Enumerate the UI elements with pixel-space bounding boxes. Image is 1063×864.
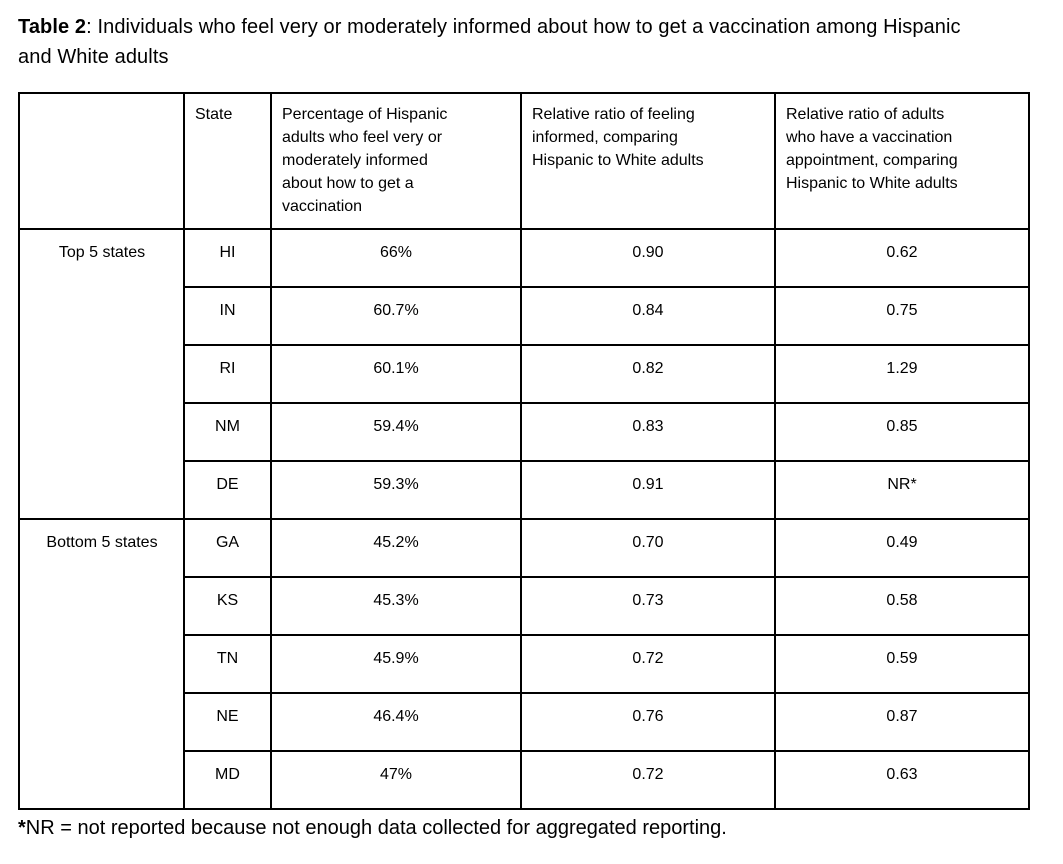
pct-cell: 46.4% — [270, 692, 522, 752]
ratio-appointment-cell: 0.49 — [774, 518, 1030, 578]
state-cell: GA — [183, 518, 272, 578]
footnote: *NR = not reported because not enough da… — [18, 815, 1046, 841]
page: Table 2: Individuals who feel very or mo… — [18, 12, 1046, 841]
ratio-informed-cell: 0.73 — [520, 576, 776, 636]
table-row: KS 45.3% 0.73 0.58 — [19, 576, 1030, 636]
ratio-informed-cell: 0.70 — [520, 518, 776, 578]
pct-cell: 45.3% — [270, 576, 522, 636]
page-title: Table 2: Individuals who feel very or mo… — [18, 12, 983, 72]
pct-cell: 59.4% — [270, 402, 522, 462]
ratio-informed-cell: 0.83 — [520, 402, 776, 462]
ratio-informed-cell: 0.82 — [520, 344, 776, 404]
state-cell: DE — [183, 460, 272, 520]
group-label-bottom-5-states: Bottom 5 states — [18, 518, 185, 810]
header-percentage-informed-label: Percentage of Hispanic adults who feel v… — [282, 106, 448, 215]
header-corner-cell — [18, 92, 185, 230]
ratio-informed-cell: 0.76 — [520, 692, 776, 752]
state-cell: NE — [183, 692, 272, 752]
header-state-label: State — [195, 106, 233, 123]
ratio-appointment-cell: NR* — [774, 460, 1030, 520]
ratio-informed-cell: 0.84 — [520, 286, 776, 346]
header-percentage-informed: Percentage of Hispanic adults who feel v… — [270, 92, 522, 230]
pct-cell: 66% — [270, 228, 522, 288]
table-row: NM 59.4% 0.83 0.85 — [19, 402, 1030, 462]
pct-cell: 60.7% — [270, 286, 522, 346]
pct-cell: 47% — [270, 750, 522, 810]
ratio-informed-cell: 0.72 — [520, 750, 776, 810]
pct-cell: 45.9% — [270, 634, 522, 694]
state-cell: IN — [183, 286, 272, 346]
pct-cell: 59.3% — [270, 460, 522, 520]
state-cell: NM — [183, 402, 272, 462]
ratio-appointment-cell: 0.85 — [774, 402, 1030, 462]
state-cell: MD — [183, 750, 272, 810]
ratio-appointment-cell: 0.62 — [774, 228, 1030, 288]
header-ratio-informed-label: Relative ratio of feeling informed, comp… — [532, 106, 704, 169]
ratio-appointment-cell: 0.87 — [774, 692, 1030, 752]
header-ratio-appointment: Relative ratio of adults who have a vacc… — [774, 92, 1030, 230]
footnote-text: NR = not reported because not enough dat… — [25, 817, 727, 839]
table-row: NE 46.4% 0.76 0.87 — [19, 692, 1030, 752]
footnote-marker: * — [18, 817, 26, 839]
ratio-appointment-cell: 1.29 — [774, 344, 1030, 404]
ratio-informed-cell: 0.72 — [520, 634, 776, 694]
header-ratio-informed: Relative ratio of feeling informed, comp… — [520, 92, 776, 230]
ratio-appointment-cell: 0.59 — [774, 634, 1030, 694]
data-table: State Percentage of Hispanic adults who … — [18, 92, 1030, 810]
header-state: State — [183, 92, 272, 230]
ratio-appointment-cell: 0.75 — [774, 286, 1030, 346]
table-row: Bottom 5 states GA 45.2% 0.70 0.49 — [18, 518, 1030, 810]
table-number-label: Table 2 — [18, 16, 87, 38]
pct-cell: 60.1% — [270, 344, 522, 404]
title-text: : Individuals who feel very or moderatel… — [18, 16, 961, 68]
table-row: MD 47% 0.72 0.63 — [19, 750, 1030, 810]
table-row: DE 59.3% 0.91 NR* — [19, 460, 1030, 520]
state-cell: HI — [183, 228, 272, 288]
header-row: State Percentage of Hispanic adults who … — [18, 92, 1030, 230]
group-label-top-5-states: Top 5 states — [18, 228, 185, 520]
pct-cell: 45.2% — [270, 518, 522, 578]
table-row: RI 60.1% 0.82 1.29 — [19, 344, 1030, 404]
ratio-appointment-cell: 0.63 — [774, 750, 1030, 810]
ratio-appointment-cell: 0.58 — [774, 576, 1030, 636]
state-cell: RI — [183, 344, 272, 404]
ratio-informed-cell: 0.91 — [520, 460, 776, 520]
table-row: IN 60.7% 0.84 0.75 — [19, 286, 1030, 346]
state-cell: KS — [183, 576, 272, 636]
table-row: TN 45.9% 0.72 0.59 — [19, 634, 1030, 694]
table-row: Top 5 states HI 66% 0.90 0.62 — [18, 228, 1030, 520]
header-ratio-appointment-label: Relative ratio of adults who have a vacc… — [786, 106, 958, 192]
ratio-informed-cell: 0.90 — [520, 228, 776, 288]
state-cell: TN — [183, 634, 272, 694]
